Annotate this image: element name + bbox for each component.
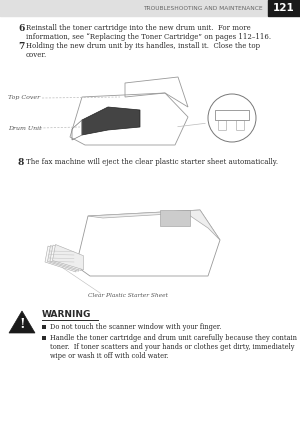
Text: 8: 8 (18, 158, 24, 167)
Bar (0, 0, 268, 16)
Bar (42, 325, 46, 328)
Text: !: ! (19, 319, 25, 332)
Polygon shape (47, 246, 79, 271)
Text: Reinstall the toner cartridge into the new drum unit.  For more
information, see: Reinstall the toner cartridge into the n… (26, 24, 271, 41)
Polygon shape (82, 107, 140, 135)
Text: 7: 7 (18, 42, 24, 51)
Text: TROUBLESHOOTING AND MAINTENANCE: TROUBLESHOOTING AND MAINTENANCE (143, 5, 263, 11)
Text: Holding the new drum unit by its handles, install it.  Close the top
cover.: Holding the new drum unit by its handles… (26, 42, 260, 59)
Bar (42, 335, 46, 340)
Polygon shape (52, 244, 83, 270)
Text: The fax machine will eject the clear plastic starter sheet automatically.: The fax machine will eject the clear pla… (26, 158, 278, 166)
Text: 6: 6 (18, 24, 24, 33)
Bar (268, 0, 300, 16)
Polygon shape (88, 210, 220, 240)
Bar (215, 110, 249, 120)
Text: Handle the toner cartridge and drum unit carefully because they contain
toner.  : Handle the toner cartridge and drum unit… (50, 334, 297, 360)
Text: Top Cover: Top Cover (8, 95, 40, 100)
Text: WARNING: WARNING (42, 310, 92, 319)
Text: Clear Plastic Starter Sheet: Clear Plastic Starter Sheet (88, 293, 168, 298)
Text: Do not touch the scanner window with your finger.: Do not touch the scanner window with you… (50, 323, 221, 331)
Text: 121: 121 (273, 3, 295, 13)
Polygon shape (9, 311, 35, 333)
Text: Drum Unit: Drum Unit (8, 125, 42, 130)
Polygon shape (45, 246, 76, 272)
Polygon shape (50, 245, 81, 271)
Bar (160, 210, 190, 226)
